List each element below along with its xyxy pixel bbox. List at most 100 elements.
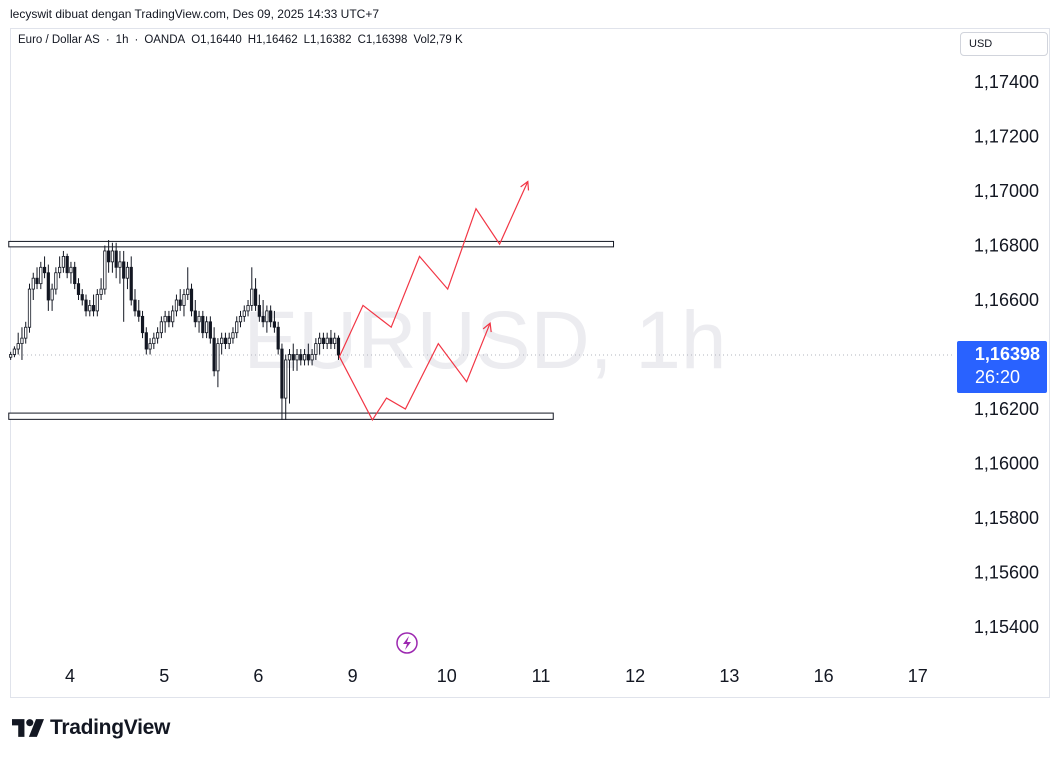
candle[interactable] — [31, 272, 35, 300]
candle[interactable] — [321, 332, 325, 350]
candle[interactable] — [54, 267, 58, 295]
candle[interactable] — [46, 264, 50, 311]
candle[interactable] — [287, 349, 292, 404]
candle[interactable] — [76, 278, 81, 300]
candle[interactable] — [186, 267, 190, 300]
candle[interactable] — [16, 332, 20, 355]
candle[interactable] — [242, 305, 246, 322]
lightning-event-icon[interactable] — [396, 632, 418, 654]
candle[interactable] — [250, 267, 254, 311]
candle[interactable] — [91, 294, 96, 317]
candle[interactable] — [35, 267, 39, 290]
candle[interactable] — [193, 300, 197, 328]
candle[interactable] — [197, 310, 201, 333]
candle[interactable] — [171, 305, 175, 328]
candle[interactable] — [144, 327, 148, 355]
candle[interactable] — [182, 289, 186, 317]
candle[interactable] — [84, 294, 88, 317]
candle[interactable] — [246, 300, 250, 317]
candle[interactable] — [9, 351, 13, 360]
candle[interactable] — [12, 346, 17, 358]
candle[interactable] — [65, 253, 69, 279]
candle[interactable] — [118, 250, 122, 284]
candle[interactable] — [325, 332, 329, 350]
candle[interactable] — [152, 332, 156, 350]
candle[interactable] — [231, 327, 235, 344]
candle[interactable] — [261, 300, 265, 328]
candle[interactable] — [333, 332, 337, 350]
candle[interactable] — [272, 310, 277, 333]
candle[interactable] — [156, 327, 160, 344]
candle[interactable] — [80, 289, 84, 306]
tradingview-logo[interactable]: TradingView — [12, 716, 170, 740]
candle[interactable] — [204, 316, 209, 339]
candle[interactable] — [137, 300, 141, 322]
candle[interactable] — [27, 283, 32, 333]
candle[interactable] — [216, 338, 220, 388]
symbol-info: Euro / Dollar AS · 1h · OANDA O1,16440 H1,1646… — [18, 34, 469, 46]
candle[interactable] — [69, 261, 73, 284]
candle[interactable] — [299, 349, 303, 366]
candle[interactable] — [95, 289, 99, 317]
candle[interactable] — [99, 278, 103, 300]
candle[interactable] — [58, 256, 62, 279]
candle[interactable] — [318, 332, 322, 355]
candle[interactable] — [306, 343, 310, 366]
candle[interactable] — [238, 310, 243, 328]
current-price-tag[interactable]: 1,16398 26:20 — [957, 341, 1047, 394]
candle[interactable] — [201, 310, 205, 339]
support-zone[interactable] — [8, 412, 554, 420]
candle[interactable] — [159, 316, 163, 339]
candle[interactable] — [129, 256, 133, 306]
candle[interactable] — [133, 289, 137, 317]
candle[interactable] — [20, 327, 24, 360]
candle[interactable] — [284, 354, 288, 420]
candle[interactable] — [329, 329, 333, 350]
candle[interactable] — [253, 278, 258, 311]
candle[interactable] — [220, 332, 224, 355]
candle[interactable] — [42, 256, 47, 279]
candle[interactable] — [140, 310, 145, 339]
candle[interactable] — [114, 242, 118, 279]
candle[interactable] — [291, 343, 295, 371]
candle[interactable] — [227, 332, 231, 350]
candle[interactable] — [178, 289, 182, 311]
candle[interactable] — [88, 300, 92, 317]
candle[interactable] — [235, 316, 239, 339]
candle[interactable] — [61, 250, 66, 273]
candle[interactable] — [24, 321, 28, 344]
candle[interactable] — [276, 321, 280, 355]
candle[interactable] — [167, 310, 171, 328]
resistance-zone[interactable] — [8, 240, 615, 248]
candle[interactable] — [310, 349, 314, 366]
candle[interactable] — [174, 294, 179, 317]
symbol-interval[interactable]: 1h — [115, 34, 129, 46]
candle[interactable] — [107, 240, 111, 273]
candle[interactable] — [50, 283, 54, 311]
candle[interactable] — [302, 349, 307, 366]
candle[interactable] — [110, 242, 114, 273]
candle[interactable] — [295, 349, 299, 371]
candle[interactable] — [163, 310, 167, 333]
candle[interactable] — [265, 305, 269, 333]
symbol-name[interactable]: Euro / Dollar AS — [18, 34, 100, 46]
currency-button[interactable]: USD — [960, 32, 1048, 56]
candle[interactable] — [269, 305, 273, 328]
candle[interactable] — [257, 294, 261, 322]
candle[interactable] — [223, 332, 228, 350]
candle[interactable] — [73, 261, 77, 290]
candle[interactable] — [103, 245, 107, 295]
candle[interactable] — [314, 338, 318, 360]
candle[interactable] — [148, 338, 152, 355]
projection-upper-path[interactable] — [338, 181, 529, 357]
candle[interactable] — [280, 343, 284, 420]
candle[interactable] — [212, 327, 216, 377]
candle[interactable] — [125, 261, 130, 290]
candle[interactable] — [122, 250, 126, 322]
candle[interactable] — [189, 283, 194, 317]
candle[interactable] — [39, 261, 43, 290]
candle[interactable] — [208, 316, 212, 344]
candle[interactable] — [336, 335, 341, 360]
projection-lower-path[interactable] — [338, 322, 491, 422]
